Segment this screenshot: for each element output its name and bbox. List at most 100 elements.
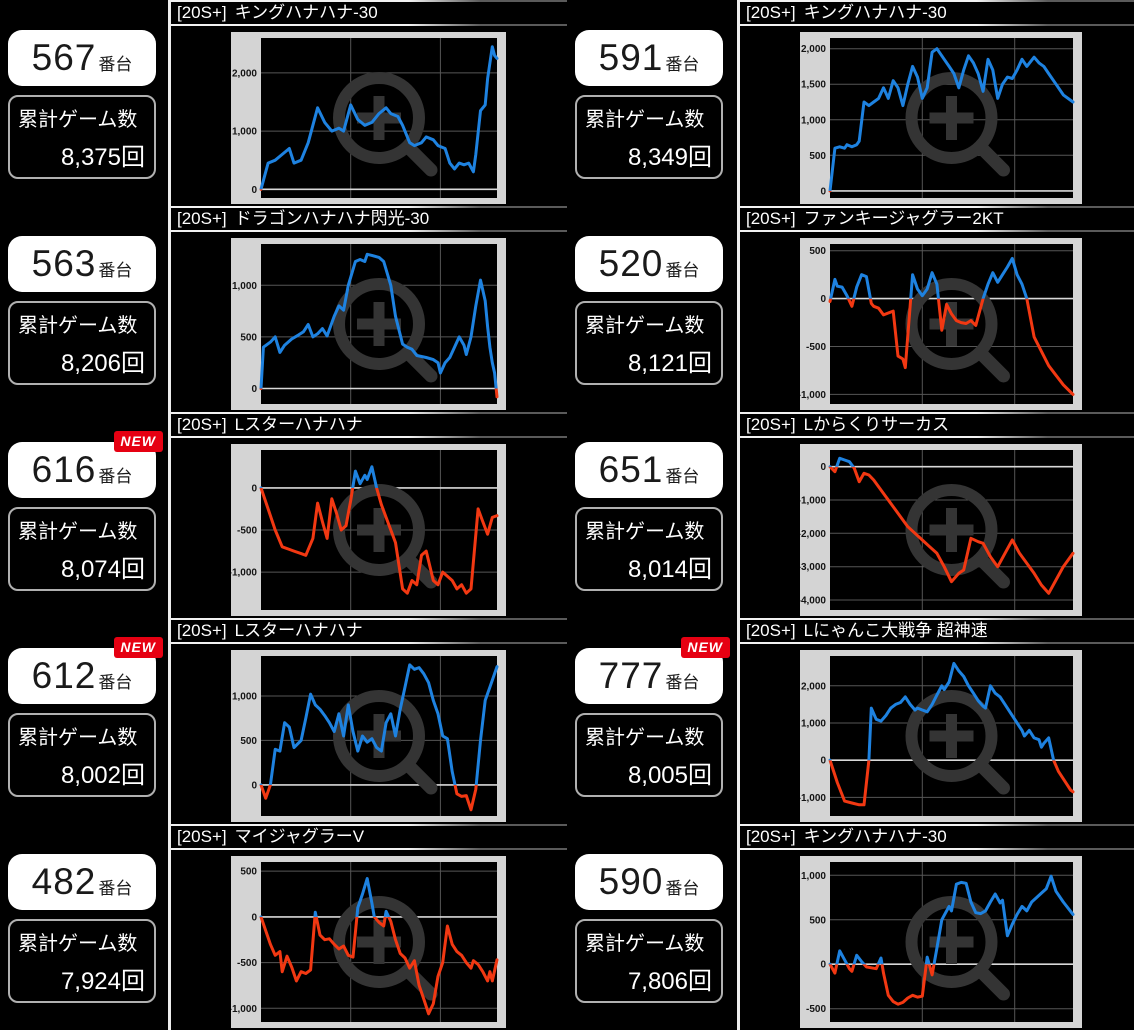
machine-number-box[interactable]: 651 番台 NEW [575,442,723,498]
games-value: 8,121回 [585,343,712,378]
slump-graph-svg: 1,000 500 0 -500 [801,862,1075,1022]
games-count: 7,806 [627,968,688,995]
chart-title-bar: [20S+] キングハナハナ-30 [740,824,1134,850]
machine-number: 612 [31,655,97,696]
slump-chart[interactable]: 0 1,000 2,000 [231,32,506,204]
games-box: 累計ゲーム数 8,375回 [8,95,156,179]
zoom-icon [333,278,438,383]
machine-panel: 651 番台 NEW 累計ゲーム数 8,014回 [567,412,737,618]
chart-cell: [20S+] Lにゃんこ大戦争 超神速 2,000 1,000 0 -1,000 [737,618,1134,824]
games-box: 累計ゲーム数 8,002回 [8,713,156,797]
y-tick-label: 1,000 [801,115,826,126]
games-count: 8,375 [60,144,121,171]
games-suffix: 回 [121,968,145,995]
games-value: 7,806回 [585,961,712,996]
games-label: 累計ゲーム数 [18,315,138,337]
y-tick-label: 2,000 [801,44,826,55]
games-value: 8,349回 [585,137,712,172]
machine-number-box[interactable]: 520 番台 NEW [575,236,723,292]
slump-chart[interactable]: 0 500 1,000 1,500 2,000 [800,32,1082,204]
games-suffix: 回 [688,556,712,583]
y-tick-label: -1,000 [800,793,826,804]
machine-number: 651 [598,449,664,490]
games-count: 7,924 [60,968,121,995]
machine-panel: 482 番台 NEW 累計ゲーム数 7,924回 [0,824,168,1030]
machine-panel: 590 番台 NEW 累計ゲーム数 7,806回 [567,824,737,1030]
zoom-icon [333,484,438,589]
zoom-icon [905,896,1010,1001]
machine-number: 591 [598,37,664,78]
machine-number-box[interactable]: 482 番台 NEW [8,854,156,910]
slump-graph-svg: 0 -500 -1,000 [231,450,499,610]
games-box: 累計ゲーム数 7,806回 [575,919,723,1003]
games-value: 8,375回 [18,137,145,172]
y-tick-label: -4,000 [800,596,826,607]
y-tick-label: -2,000 [800,529,826,540]
y-tick-label: 500 [240,736,257,747]
games-suffix: 回 [688,968,712,995]
games-label: 累計ゲーム数 [585,315,705,337]
chart-title-bar: [20S+] キングハナハナ-30 [740,0,1134,26]
games-value: 8,005回 [585,755,712,790]
machine-panel: 520 番台 NEW 累計ゲーム数 8,121回 [567,206,737,412]
games-suffix: 回 [121,556,145,583]
games-suffix: 回 [688,144,712,171]
machine-number-box[interactable]: 590 番台 NEW [575,854,723,910]
slump-chart[interactable]: 500 0 -500 -1,000 [231,856,506,1028]
slump-chart[interactable]: 2,000 1,000 0 -1,000 [800,650,1082,822]
machine-number: 616 [31,449,97,490]
y-tick-label: 2,000 [801,681,826,692]
y-tick-label: 0 [820,186,826,197]
games-box: 累計ゲーム数 8,206回 [8,301,156,385]
slump-chart[interactable]: 0 500 1,000 [231,650,506,822]
zoom-icon [905,278,1010,383]
machine-number-suffix: 番台 [665,261,700,280]
zoom-icon [333,72,438,177]
y-tick-label: 2,000 [232,68,257,79]
series-prefix: [20S+] [177,621,227,640]
new-badge: NEW [681,637,730,658]
y-tick-label: 500 [809,246,826,257]
y-tick-label: 0 [251,384,257,395]
machine-model: キングハナハナ-30 [803,827,947,846]
y-tick-label: 1,000 [232,281,257,292]
zoom-icon [333,896,438,1001]
machine-number-box[interactable]: 616 番台 NEW [8,431,163,498]
slump-chart[interactable]: 1,000 500 0 -500 [800,856,1082,1028]
machine-number-box[interactable]: 777 番台 NEW [575,637,730,704]
machine-number-suffix: 番台 [665,55,700,74]
series-prefix: [20S+] [177,3,227,22]
machine-number-box[interactable]: 563 番台 NEW [8,236,156,292]
games-count: 8,121 [627,350,688,377]
chart-cell: [20S+] Lスターハナハナ 0 -500 -1,000 [168,412,567,618]
chart-title-bar: [20S+] マイジャグラーV [171,824,567,850]
slump-chart[interactable]: 0 -1,000 -2,000 -3,000 -4,000 [800,444,1082,616]
games-value: 8,206回 [18,343,145,378]
machine-number-suffix: 番台 [98,467,133,486]
games-box: 累計ゲーム数 8,014回 [575,507,723,591]
y-tick-label: 1,000 [232,127,257,138]
slump-graph-svg: 0 500 1,000 1,500 2,000 [801,38,1075,198]
slump-chart[interactable]: 0 -500 -1,000 [231,444,506,616]
machine-model: ファンキージャグラー2KT [803,209,1004,228]
games-label: 累計ゲーム数 [18,933,138,955]
games-suffix: 回 [688,350,712,377]
machine-number-box[interactable]: 567 番台 NEW [8,30,156,86]
machine-number-suffix: 番台 [665,673,700,692]
machine-panel: 563 番台 NEW 累計ゲーム数 8,206回 [0,206,168,412]
games-value: 8,002回 [18,755,145,790]
machine-number-box[interactable]: 612 番台 NEW [8,637,163,704]
series-prefix: [20S+] [177,415,227,434]
machine-number-box[interactable]: 591 番台 NEW [575,30,723,86]
chart-cell: [20S+] ドラゴンハナハナ閃光-30 0 500 1,000 [168,206,567,412]
slump-chart[interactable]: 0 500 1,000 [231,238,506,410]
slump-graph-svg: 500 0 -500 -1,000 [800,244,1075,404]
machine-model: キングハナハナ-30 [234,3,378,22]
y-tick-label: -1,000 [231,1004,257,1015]
chart-title-bar: [20S+] Lにゃんこ大戦争 超神速 [740,618,1134,644]
slump-chart[interactable]: 500 0 -500 -1,000 [800,238,1082,410]
machine-number-suffix: 番台 [98,673,133,692]
games-box: 累計ゲーム数 8,005回 [575,713,723,797]
games-label: 累計ゲーム数 [18,109,138,131]
new-badge: NEW [114,637,163,658]
